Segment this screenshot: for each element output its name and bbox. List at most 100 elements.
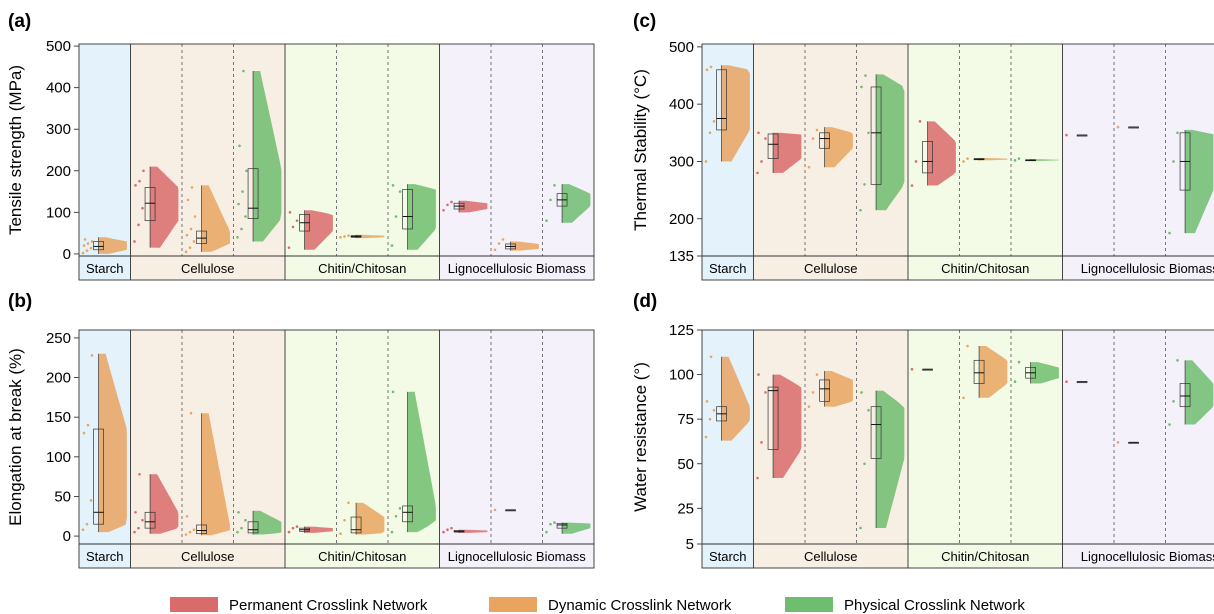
- series-chitin-chitosan-physical: [390, 390, 436, 534]
- data-point: [497, 242, 501, 245]
- data-point: [867, 131, 870, 135]
- series-chitin-chitosan-dynamic: [339, 501, 385, 535]
- violin: [201, 185, 230, 252]
- series-starch-dynamic: [704, 355, 750, 441]
- series-lignocellulosic-biomass-dynamic: [493, 238, 539, 252]
- data-point: [553, 184, 556, 187]
- box: [402, 189, 413, 230]
- data-point: [240, 227, 243, 231]
- y-tick-label: 100: [46, 204, 71, 221]
- box: [922, 141, 933, 174]
- group-label: Starch: [709, 261, 747, 276]
- data-point: [553, 521, 556, 524]
- data-point: [189, 227, 193, 231]
- series-cellulose-permanent: [133, 472, 179, 534]
- box: [247, 168, 259, 219]
- data-point: [85, 249, 89, 252]
- violin: [304, 526, 333, 533]
- data-point: [859, 208, 862, 212]
- data-point: [757, 373, 760, 376]
- data-point: [192, 528, 196, 532]
- y-tick-label: 50: [54, 488, 71, 505]
- group-label: Cellulose: [804, 549, 857, 564]
- data-point: [709, 65, 713, 69]
- data-point: [860, 391, 863, 394]
- data-point: [133, 530, 136, 534]
- data-point: [287, 530, 291, 534]
- series-chitin-chitosan-dynamic: [962, 344, 1008, 400]
- data-point: [705, 68, 709, 72]
- data-point: [236, 235, 239, 239]
- data-point: [189, 411, 193, 415]
- series-chitin-chitosan-physical: [1013, 360, 1059, 384]
- violin: [459, 200, 488, 213]
- y-tick-label: 500: [669, 39, 694, 56]
- data-point: [141, 518, 144, 522]
- data-point: [705, 400, 709, 403]
- data-point: [390, 244, 394, 247]
- data-point: [237, 510, 240, 514]
- data-point: [1065, 380, 1068, 384]
- data-point: [81, 528, 85, 532]
- group-label: Lignocellulosic Biomass: [448, 549, 587, 564]
- violin: [304, 210, 333, 250]
- data-point: [545, 219, 548, 222]
- data-point: [756, 171, 759, 175]
- data-point: [141, 206, 144, 210]
- data-point: [82, 431, 86, 435]
- data-point: [1168, 423, 1171, 426]
- data-point: [137, 223, 140, 227]
- series-chitin-chitosan-dynamic: [339, 234, 385, 239]
- data-point: [708, 131, 712, 135]
- data-point: [446, 528, 449, 532]
- data-point: [867, 408, 870, 412]
- group-label: Lignocellulosic Biomass: [1081, 549, 1214, 564]
- series-lignocellulosic-biomass-physical: [545, 184, 591, 223]
- data-point: [339, 235, 342, 239]
- data-point: [343, 518, 346, 522]
- violin: [721, 65, 750, 162]
- data-point: [442, 530, 445, 534]
- panel-c: Starch Cellulose Chitin/Chitosan Lignocellu…: [631, 11, 1214, 281]
- violin: [150, 474, 179, 534]
- series-cellulose-dynamic: [807, 127, 853, 169]
- data-point: [962, 396, 965, 400]
- data-point: [242, 69, 245, 73]
- data-point: [89, 499, 93, 502]
- box: [196, 524, 207, 535]
- violin: [98, 353, 127, 533]
- data-point: [757, 131, 760, 135]
- data-point: [236, 530, 239, 534]
- data-point: [1172, 400, 1175, 403]
- data-point: [390, 530, 394, 534]
- data-point: [394, 514, 398, 518]
- data-point: [859, 526, 862, 530]
- series-chitin-chitosan-dynamic: [962, 157, 1008, 163]
- series-lignocellulosic-biomass-permanent: [442, 526, 488, 534]
- violin: [562, 184, 591, 223]
- data-point: [1176, 359, 1179, 362]
- box: [870, 86, 882, 185]
- data-point: [442, 208, 445, 212]
- box: [93, 241, 104, 251]
- data-point: [82, 244, 86, 247]
- data-point: [193, 215, 197, 218]
- series-lignocellulosic-biomass-permanent: [1065, 380, 1088, 384]
- box: [1179, 383, 1191, 408]
- data-point: [1013, 159, 1017, 162]
- data-point: [914, 160, 918, 163]
- violin: [407, 184, 436, 250]
- violin: [1030, 362, 1059, 384]
- data-point: [1017, 360, 1021, 364]
- group-label: Lignocellulosic Biomass: [448, 261, 587, 276]
- legend-label: Physical Crosslink Network: [844, 597, 1025, 614]
- data-point: [86, 242, 90, 245]
- y-tick-label: 400: [669, 96, 694, 113]
- series-cellulose-dynamic: [184, 185, 230, 254]
- data-point: [184, 250, 188, 254]
- violin: [824, 127, 853, 168]
- series-chitin-chitosan-permanent: [287, 210, 333, 250]
- data-point: [760, 441, 763, 444]
- group-label: Chitin/Chitosan: [941, 261, 1029, 276]
